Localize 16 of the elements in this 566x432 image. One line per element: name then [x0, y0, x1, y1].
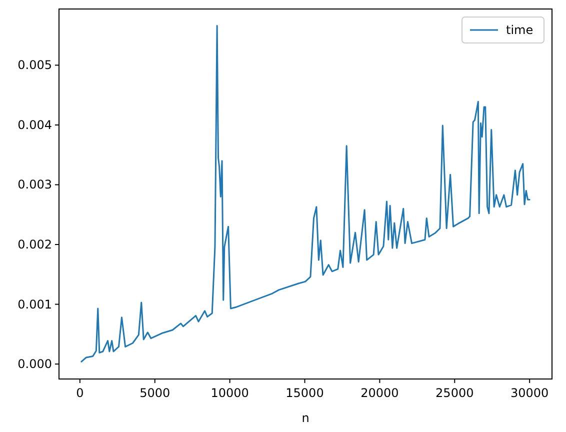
- x-tick-label: 0: [76, 386, 84, 400]
- x-tick-label: 5000: [140, 386, 170, 400]
- y-tick-label: 0.000: [18, 357, 52, 372]
- x-tick-label: 10000: [210, 386, 249, 400]
- y-tick-label: 0.005: [18, 58, 52, 72]
- line-series: [80, 24, 530, 362]
- x-tick-label: 30000: [510, 386, 549, 400]
- y-tick-label: 0.004: [18, 118, 52, 132]
- y-tick-label: 0.001: [18, 297, 52, 312]
- x-tick-label: 25000: [436, 386, 474, 400]
- y-tick-label: 0.003: [18, 178, 52, 192]
- x-axis-title: n: [302, 411, 310, 425]
- x-tick-label: 20000: [360, 386, 399, 400]
- legend-label: time: [506, 23, 534, 37]
- y-tick-label: 0.002: [18, 238, 52, 252]
- x-tick-label: 15000: [286, 386, 324, 400]
